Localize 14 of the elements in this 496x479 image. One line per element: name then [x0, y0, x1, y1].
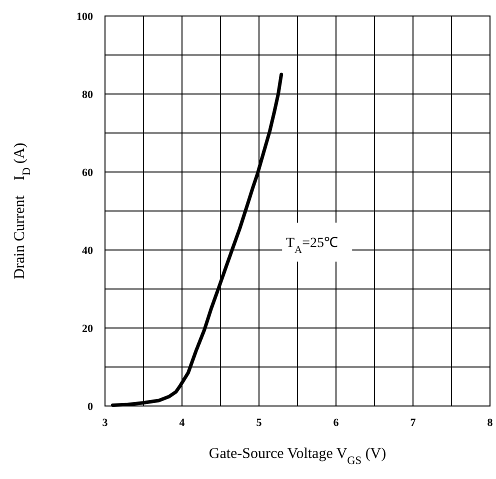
x-tick-label: 4 — [179, 417, 186, 429]
y-tick-label: 100 — [76, 10, 94, 23]
y-tick-label: 20 — [82, 322, 94, 335]
y-tick-label: 0 — [88, 400, 94, 413]
x-axis-title: Gate-Source Voltage V$_{GS}$ (V) — [208, 446, 386, 467]
x-tick-label: 5 — [256, 417, 262, 429]
annotation: T$_{A}$=25℃ — [286, 236, 338, 256]
x-tick-label: 7 — [410, 417, 416, 429]
x-tick-label: 6 — [333, 417, 340, 429]
x-tick-label: 8 — [487, 417, 494, 429]
y-tick-label: 40 — [82, 244, 94, 257]
x-tick-label: 3 — [102, 417, 108, 429]
y-tick-label: 80 — [82, 88, 94, 101]
y-tick-label: 60 — [82, 166, 94, 179]
